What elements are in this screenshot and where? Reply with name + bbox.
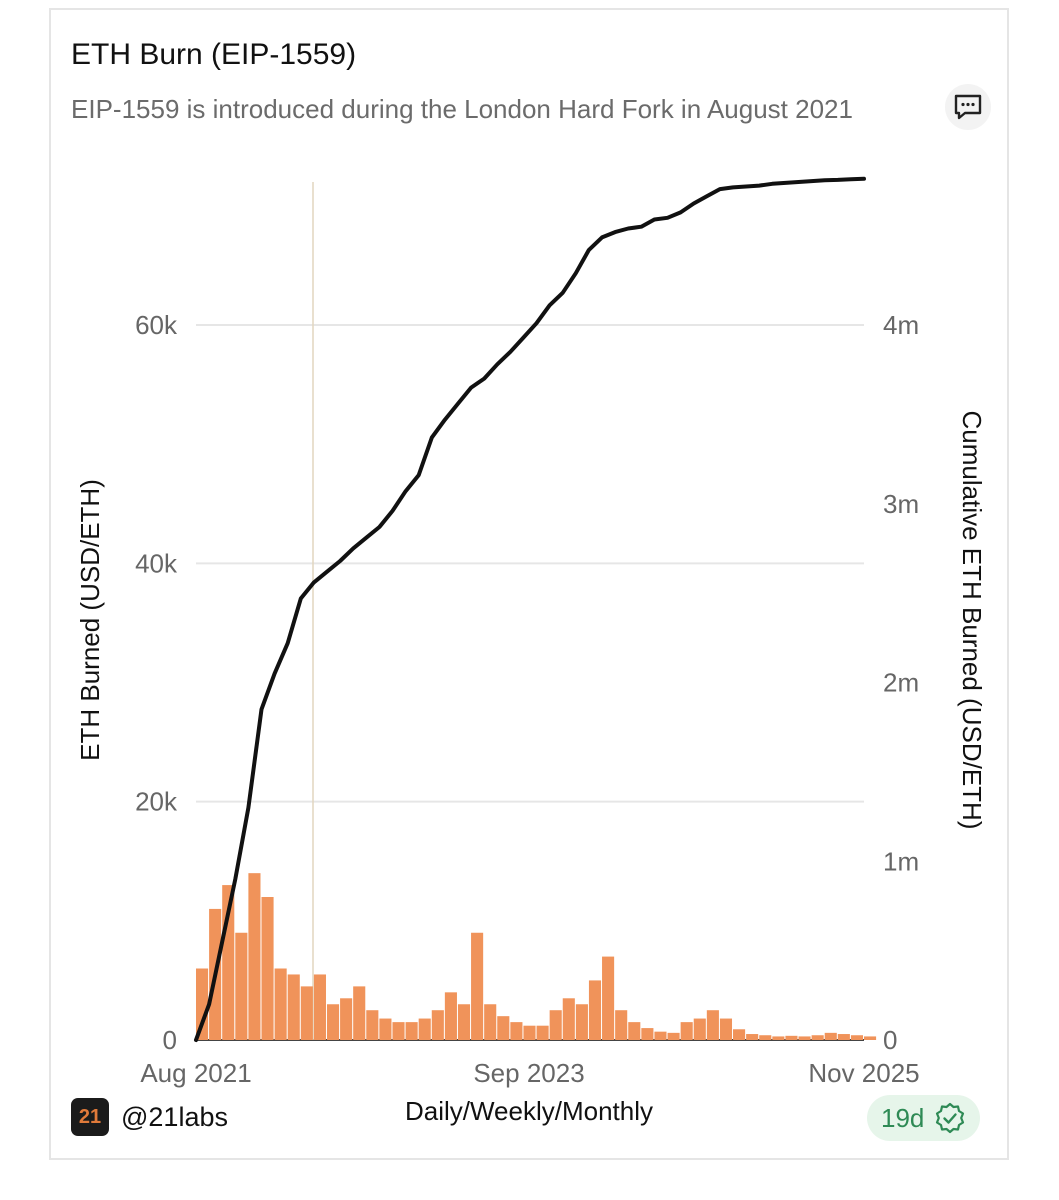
right-tick-label: 2m [883, 668, 919, 698]
bar [431, 1010, 444, 1040]
bar [772, 1036, 785, 1040]
x-axis-label: Daily/Weekly/Monthly [405, 1096, 653, 1126]
chart-subtitle: EIP-1559 is introduced during the London… [71, 94, 853, 124]
bar [693, 1018, 706, 1040]
bar [850, 1035, 863, 1040]
bar [602, 956, 615, 1040]
chart-card: ETH Burn (EIP-1559) EIP-1559 is introduc… [49, 8, 1009, 1160]
x-axis-ticks: Aug 2021 Sep 2023 Nov 2025 [140, 1058, 919, 1088]
bar [457, 1004, 471, 1040]
bar [444, 992, 457, 1040]
bar [798, 1036, 811, 1040]
right-tick-label: 0 [883, 1025, 897, 1055]
bar [326, 1004, 340, 1040]
verified-check-icon [934, 1102, 966, 1134]
bar-series [196, 873, 877, 1040]
comment-icon [954, 94, 982, 120]
grid-lines [196, 324, 864, 1041]
y-axis-left-label: ETH Burned (USD/ETH) [75, 479, 105, 761]
brand-name: @21labs [121, 1101, 228, 1132]
bar [235, 932, 248, 1040]
bar [746, 1034, 759, 1040]
bar [261, 897, 274, 1040]
bar [300, 986, 313, 1040]
bar [340, 998, 353, 1040]
bar [641, 1028, 654, 1040]
bar [759, 1035, 772, 1040]
bar [287, 974, 300, 1040]
left-axis-ticks: 0 20k 40k 60k [135, 310, 178, 1055]
bar [274, 968, 287, 1040]
left-tick-label: 60k [135, 310, 178, 340]
bar [248, 873, 261, 1040]
bar [837, 1034, 850, 1040]
bar [471, 932, 484, 1040]
bar [733, 1029, 746, 1040]
bar [562, 998, 575, 1040]
bar [680, 1022, 693, 1040]
comment-button[interactable] [945, 84, 991, 130]
bar [366, 1010, 379, 1040]
bar [719, 1018, 733, 1040]
bar [418, 1018, 431, 1040]
right-tick-label: 1m [883, 846, 919, 876]
chart-title: ETH Burn (EIP-1559) [71, 38, 357, 71]
left-tick-label: 0 [163, 1025, 177, 1055]
bar [575, 1004, 588, 1040]
bar [864, 1036, 877, 1040]
bar [706, 1010, 719, 1040]
bar [667, 1032, 680, 1040]
brand[interactable]: 21 @21labs [71, 1098, 228, 1136]
bar [510, 1022, 523, 1040]
x-tick-label: Aug 2021 [140, 1058, 251, 1088]
bar [811, 1035, 824, 1040]
left-tick-label: 20k [135, 787, 178, 817]
brand-logo: 21 [71, 1098, 109, 1136]
cumulative-line [194, 176, 866, 1042]
bar [536, 1025, 549, 1040]
bar [497, 1016, 510, 1040]
bar [628, 1022, 641, 1040]
right-tick-label: 3m [883, 489, 919, 519]
bar [549, 1010, 562, 1040]
bar [405, 1022, 418, 1040]
x-tick-label: Nov 2025 [808, 1058, 919, 1088]
bar [523, 1025, 536, 1040]
bar [392, 1022, 405, 1040]
bar [379, 1018, 392, 1040]
left-tick-label: 40k [135, 548, 178, 578]
bar [824, 1032, 837, 1040]
right-axis-ticks: 0 1m 2m 3m 4m [883, 310, 919, 1055]
x-tick-label: Sep 2023 [473, 1058, 584, 1088]
right-tick-label: 4m [883, 310, 919, 340]
bar [615, 1010, 628, 1040]
bar [588, 980, 602, 1040]
age-badge-label: 19d [881, 1102, 925, 1133]
bar [313, 974, 326, 1040]
bar [785, 1035, 798, 1040]
y-axis-right-label: Cumulative ETH Burned (USD/ETH) [957, 411, 987, 830]
bar [353, 986, 366, 1040]
bar [484, 1004, 497, 1040]
age-badge[interactable]: 19d [867, 1095, 981, 1141]
bar [196, 968, 209, 1040]
bar [654, 1031, 667, 1040]
chart-plot: 0 20k 40k 60k 0 1m 2m 3m 4m Aug 2021 Sep 2023 Nov… [75, 176, 987, 1126]
